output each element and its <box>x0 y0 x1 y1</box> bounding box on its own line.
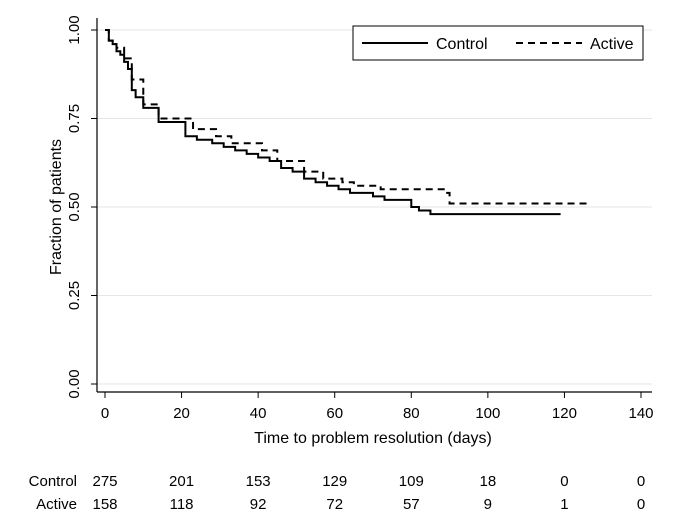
risk-count-active-4: 57 <box>403 496 420 513</box>
risk-count-active-1: 118 <box>170 496 194 513</box>
x-tick-label-3: 60 <box>326 405 343 422</box>
x-tick-label-5: 100 <box>475 405 500 422</box>
risk-count-control-6: 0 <box>560 473 568 490</box>
x-tick-label-7: 140 <box>628 405 653 422</box>
risk-count-control-2: 153 <box>246 473 271 490</box>
x-tick-label-6: 120 <box>552 405 577 422</box>
legend-label-active: Active <box>590 36 634 53</box>
risk-count-active-3: 72 <box>326 496 343 513</box>
legend-label-control: Control <box>436 36 488 53</box>
legend: Control Active <box>352 25 644 61</box>
y-tick-label-3: 0.75 <box>66 104 83 133</box>
series-line-control <box>105 29 561 216</box>
risk-count-active-2: 92 <box>250 496 267 513</box>
y-tick-label-1: 0.25 <box>66 281 83 310</box>
risk-count-active-0: 158 <box>92 496 117 513</box>
risk-count-control-5: 18 <box>480 473 497 490</box>
risk-row-label-active: Active <box>36 496 77 513</box>
y-tick-label-4: 1.00 <box>66 15 83 44</box>
x-axis-title: Time to problem resolution (days) <box>254 430 492 447</box>
x-tick-label-2: 40 <box>250 405 267 422</box>
risk-count-control-7: 0 <box>637 473 645 490</box>
axes: 0.00 0.25 0.50 0.75 1.00 0 20 40 60 80 100 120 140 Ti… <box>48 15 654 447</box>
y-tick-label-0: 0.00 <box>66 369 83 398</box>
y-axis-title: Fraction of patients <box>48 139 65 275</box>
series-lines <box>105 29 588 216</box>
risk-count-control-1: 201 <box>169 473 194 490</box>
risk-count-control-4: 109 <box>399 473 424 490</box>
y-tick-label-2: 0.50 <box>66 192 83 221</box>
x-tick-label-1: 20 <box>173 405 190 422</box>
risk-count-active-5: 9 <box>484 496 492 513</box>
x-tick-label-4: 80 <box>403 405 420 422</box>
risk-count-active-6: 1 <box>560 496 568 513</box>
risk-row-label-control: Control <box>29 473 77 490</box>
risk-count-active-7: 0 <box>637 496 645 513</box>
series-line-active <box>105 29 588 205</box>
risk-count-control-0: 275 <box>92 473 117 490</box>
x-tick-label-0: 0 <box>101 405 109 422</box>
risk-count-control-3: 129 <box>322 473 347 490</box>
